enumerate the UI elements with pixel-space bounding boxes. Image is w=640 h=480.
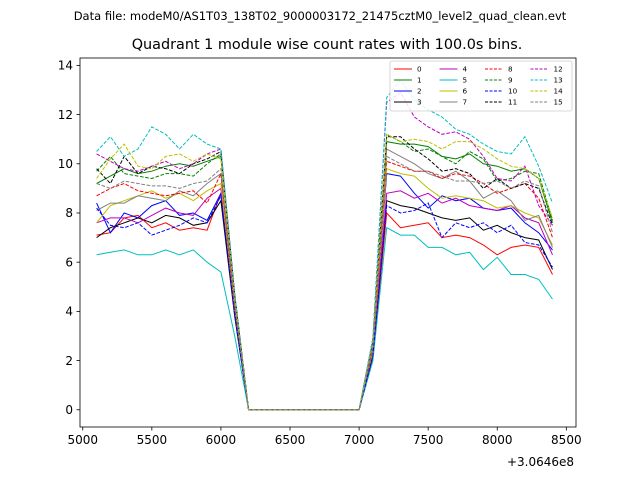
legend-label-8: 8 — [508, 65, 513, 74]
plot-area — [96, 79, 553, 411]
x-tick-label: 5500 — [137, 433, 168, 447]
x-tick-label: 7000 — [344, 433, 375, 447]
legend-label-14: 14 — [554, 87, 564, 96]
legend-label-1: 1 — [417, 76, 422, 85]
y-tick-label: 2 — [65, 354, 73, 368]
x-tick-label: 5000 — [67, 433, 98, 447]
series-line-3 — [96, 199, 553, 411]
series-line-0 — [96, 193, 553, 411]
legend-label-13: 13 — [554, 76, 563, 85]
legend-label-15: 15 — [554, 98, 563, 107]
series-line-8 — [96, 160, 553, 411]
x-tick-label: 8500 — [551, 433, 582, 447]
legend-label-11: 11 — [508, 98, 517, 107]
axes-frame — [79, 57, 577, 428]
y-tick-label: 0 — [65, 403, 73, 417]
y-tick-label: 10 — [58, 157, 73, 171]
figure-suptitle: Data file: modeM0/AS1T03_138T02_90000031… — [74, 9, 567, 23]
x-tick-label: 6500 — [275, 433, 306, 447]
series-line-11 — [96, 136, 553, 411]
x-tick-label: 8000 — [482, 433, 513, 447]
legend-label-12: 12 — [554, 65, 563, 74]
legend-label-9: 9 — [508, 76, 513, 85]
legend-label-7: 7 — [463, 98, 468, 107]
y-tick-label: 8 — [65, 206, 73, 220]
x-axis-offset-label: +3.0646e8 — [507, 455, 574, 469]
series-line-1 — [96, 141, 553, 411]
x-tick-label: 6000 — [206, 433, 237, 447]
legend-label-6: 6 — [463, 87, 468, 96]
legend-label-3: 3 — [417, 98, 422, 107]
series-line-9 — [96, 133, 553, 411]
series-line-14 — [96, 133, 553, 411]
series-line-12 — [96, 91, 553, 411]
series-line-10 — [96, 194, 553, 411]
axes: 5000 5500 6000 6500 7000 7500 8000 850002468101… — [58, 57, 582, 447]
legend-label-4: 4 — [463, 65, 468, 74]
legend-label-2: 2 — [417, 87, 422, 96]
y-tick-label: 12 — [58, 108, 73, 122]
series-line-15 — [96, 155, 553, 411]
series-line-6 — [96, 168, 553, 411]
series-line-5 — [96, 226, 553, 411]
series-line-7 — [96, 148, 553, 411]
y-tick-label: 6 — [65, 255, 73, 269]
legend-box — [389, 60, 573, 112]
legend-label-5: 5 — [463, 76, 468, 85]
legend-label-0: 0 — [417, 65, 422, 74]
legend-label-10: 10 — [508, 87, 518, 96]
x-tick-label: 7500 — [413, 433, 444, 447]
y-tick-label: 4 — [65, 305, 73, 319]
series-line-4 — [96, 187, 553, 411]
chart-title: Quadrant 1 module wise count rates with … — [132, 37, 523, 53]
y-tick-label: 14 — [58, 59, 73, 73]
